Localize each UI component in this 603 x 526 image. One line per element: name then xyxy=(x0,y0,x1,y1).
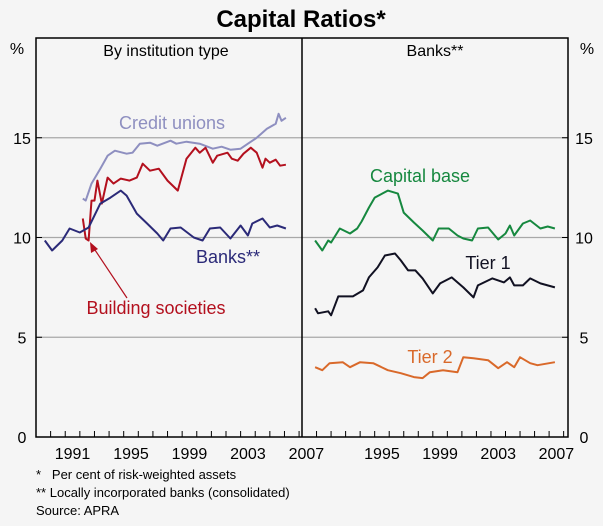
chart-title: Capital Ratios* xyxy=(216,6,386,33)
y-unit-left: % xyxy=(10,41,24,58)
series-line-building-societies xyxy=(81,146,287,242)
series-label: Tier 2 xyxy=(407,347,452,367)
y-tick-label-right: 15 xyxy=(575,131,593,148)
x-tick-label: 1999 xyxy=(172,446,208,463)
series-label: Tier 1 xyxy=(465,253,510,273)
y-unit-right: % xyxy=(580,41,594,58)
y-tick-label-right: 5 xyxy=(580,330,589,347)
x-tick-label: 1991 xyxy=(55,446,91,463)
y-tick-label-right: 0 xyxy=(580,430,589,447)
y-tick-label-left: 5 xyxy=(18,330,27,347)
series-line-capital-base xyxy=(314,189,556,252)
panel-title-right: Banks** xyxy=(407,43,464,60)
x-tick-label: 2007 xyxy=(539,446,575,463)
x-tick-label: 1995 xyxy=(113,446,149,463)
x-tick-label: 2007 xyxy=(289,446,325,463)
series-label: Capital base xyxy=(370,166,470,186)
footnote-2: ** Locally incorporated banks (consolida… xyxy=(36,485,290,500)
x-tick-label: 1995 xyxy=(364,446,400,463)
annotation-arrow-head xyxy=(90,242,98,253)
series-line-tier-1 xyxy=(314,252,556,317)
x-tick-label: 2003 xyxy=(480,446,516,463)
series-label: Building societies xyxy=(86,298,225,318)
series-line-tier-2 xyxy=(314,356,556,380)
series-line-credit-unions xyxy=(82,112,287,202)
footnote-source: Source: APRA xyxy=(36,503,119,518)
annotation-arrow-line xyxy=(92,246,128,299)
y-tick-label-left: 0 xyxy=(18,430,27,447)
series-label: Credit unions xyxy=(119,113,225,133)
y-tick-label-left: 15 xyxy=(13,131,31,148)
footnote-1: * Per cent of risk-weighted assets xyxy=(36,467,237,482)
x-tick-label: 1999 xyxy=(422,446,458,463)
series-line-banks xyxy=(43,189,287,252)
panel-title-left: By institution type xyxy=(103,43,229,60)
series-label: Banks** xyxy=(196,247,260,267)
y-tick-label-left: 10 xyxy=(13,231,31,248)
y-tick-label-right: 10 xyxy=(575,231,593,248)
x-tick-label: 2003 xyxy=(230,446,266,463)
